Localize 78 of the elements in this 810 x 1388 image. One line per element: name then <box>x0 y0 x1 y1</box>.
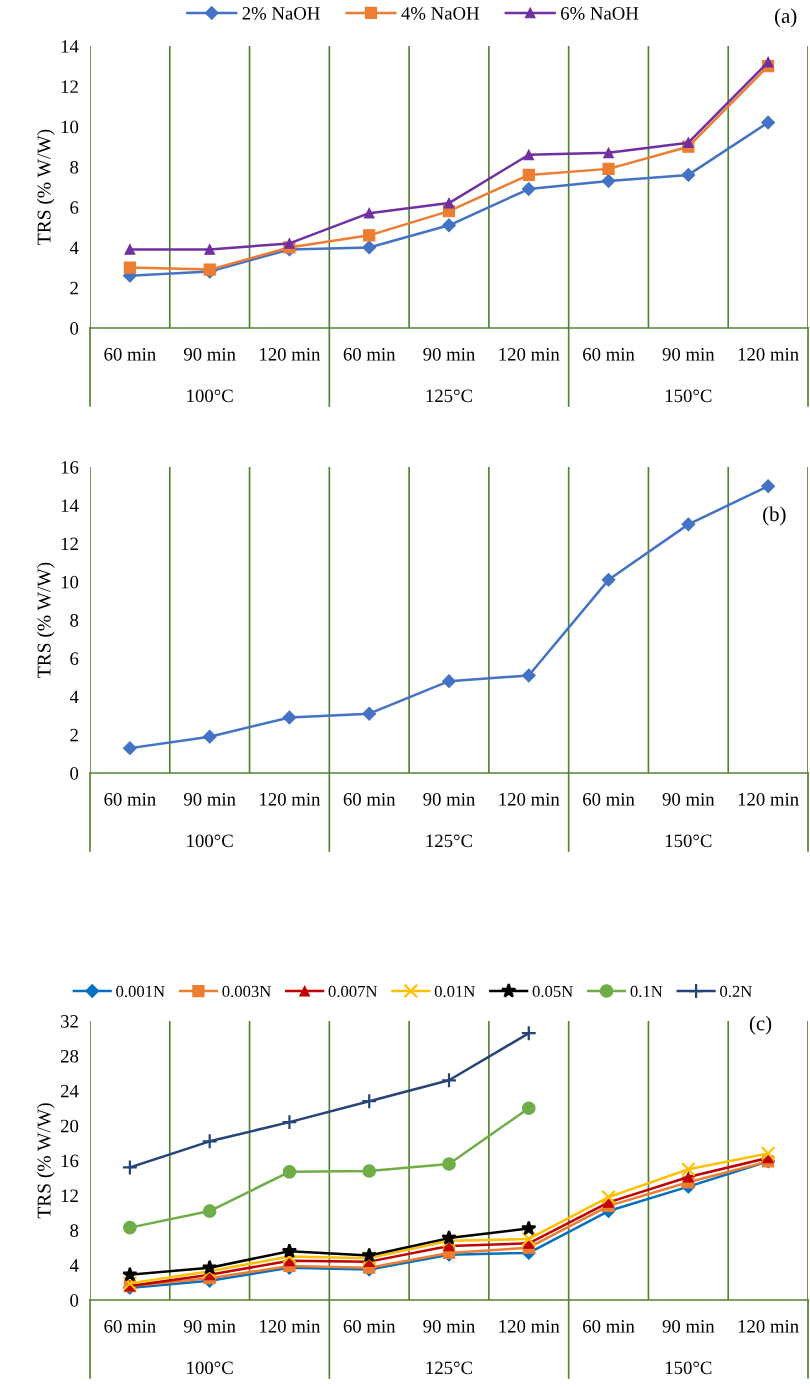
x-tick-label: 60 min <box>343 347 396 361</box>
x-tick-label: 120 min <box>499 347 560 361</box>
x-tick-label: 60 min <box>343 792 396 806</box>
x-tick-label: 60 min <box>343 1319 396 1333</box>
y-tick-label: 8 <box>70 1224 79 1237</box>
x-tick-label: 60 min <box>583 1319 635 1333</box>
text: 100°C <box>187 1361 233 1375</box>
x-tick-label: 90 min <box>423 1319 476 1333</box>
y-tick-label: 10 <box>61 120 79 134</box>
y-tick-label: 16 <box>61 1154 79 1168</box>
y-tick-label: 14 <box>61 40 79 53</box>
y-tick-label: 10 <box>61 575 79 589</box>
y-tick-label: 12 <box>61 537 78 551</box>
x-tick-label: 60 min <box>104 792 156 806</box>
text: 125°C <box>426 834 473 848</box>
y-tick-label: 8 <box>70 160 79 174</box>
x-tick-label: 60 min <box>583 792 635 806</box>
x-tick-label: 90 min <box>183 1319 236 1333</box>
y-tick-label: 14 <box>61 499 79 512</box>
y-tick-label: 0 <box>70 322 79 335</box>
y-tick-label: 0 <box>70 1294 79 1307</box>
y-tick-label: 6 <box>70 201 79 214</box>
y-tick-label: 24 <box>60 1084 79 1098</box>
x-tick-label: 60 min <box>104 1319 156 1333</box>
x-tick-label: 120 min <box>738 792 799 806</box>
x-tick-label: 120 min <box>499 1319 560 1333</box>
text: 125°C <box>426 389 473 403</box>
legend-label: 4% NaOH <box>401 7 480 20</box>
text: (a) <box>775 8 797 28</box>
x-tick-label: 90 min <box>183 347 236 361</box>
annotation: (b) <box>763 506 786 526</box>
legend-label: 0.003N <box>222 985 271 998</box>
y-axis-title: TRS (% W/W) <box>36 1103 55 1219</box>
y-tick-label: 20 <box>60 1119 79 1133</box>
x-tick-label: 90 min <box>423 792 476 806</box>
y-tick-label: 0 <box>70 767 79 780</box>
x-tick-label: 120 min <box>738 1319 799 1333</box>
x-tick-label: 90 min <box>423 347 476 361</box>
y-tick-label: 4 <box>69 241 79 254</box>
text: 150°C <box>665 1361 712 1375</box>
legend-label: 6% NaOH <box>561 7 639 20</box>
legend-label: 0.007N <box>328 985 378 998</box>
legend-label: 0.001N <box>116 985 165 998</box>
y-tick-label: 28 <box>60 1049 79 1063</box>
text: 100°C <box>187 389 233 403</box>
y-tick-label: 32 <box>61 1015 78 1028</box>
text: 125°C <box>426 1361 473 1375</box>
x-tick-label: 60 min <box>104 347 156 361</box>
legend-label: 0.05N <box>532 985 573 998</box>
y-tick-label: 16 <box>61 461 79 474</box>
y-tick-label: 6 <box>70 652 79 665</box>
text: 100°C <box>187 834 233 848</box>
x-tick-label: 120 min <box>260 792 321 806</box>
x-tick-label: 90 min <box>662 1319 715 1333</box>
x-tick-label: 60 min <box>583 347 635 361</box>
x-tick-label: 90 min <box>662 347 715 361</box>
y-tick-label: 8 <box>70 614 79 627</box>
y-tick-label: 12 <box>61 80 78 93</box>
y-tick-label: 4 <box>69 1259 79 1272</box>
annotation: (c) <box>749 1015 772 1035</box>
legend-label: 0.2N <box>720 985 752 998</box>
x-tick-label: 120 min <box>738 347 799 361</box>
y-axis-title: TRS (% W/W) <box>36 129 55 245</box>
legend-label: 0.1N <box>630 985 663 998</box>
x-tick-label: 90 min <box>662 792 715 806</box>
text: 150°C <box>665 389 712 403</box>
legend-label: 2% NaOH <box>242 7 320 20</box>
x-tick-label: 120 min <box>260 347 321 361</box>
x-tick-label: 90 min <box>183 792 236 806</box>
y-tick-label: 2 <box>70 281 78 295</box>
y-tick-label: 12 <box>61 1189 78 1202</box>
y-tick-label: 2 <box>70 728 78 742</box>
x-tick-label: 120 min <box>499 792 560 806</box>
y-axis-title: TRS (% W/W) <box>36 562 55 678</box>
legend-label: 0.01N <box>434 985 475 998</box>
y-tick-label: 4 <box>69 690 79 704</box>
x-tick-label: 120 min <box>260 1319 321 1333</box>
text: 150°C <box>665 834 712 848</box>
